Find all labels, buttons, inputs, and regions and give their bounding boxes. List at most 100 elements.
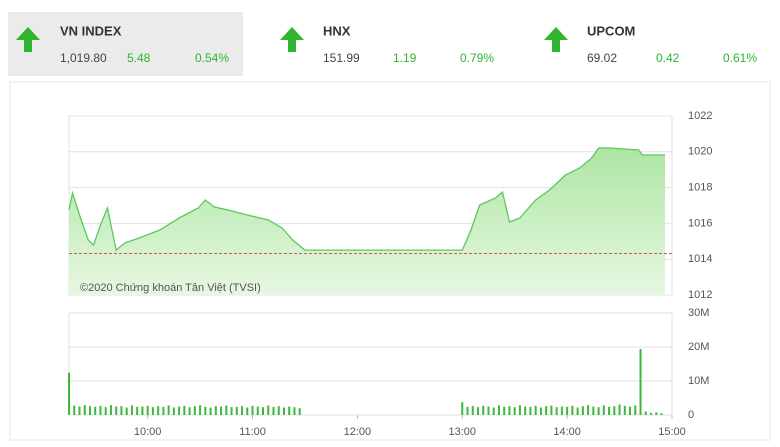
volume-bar	[136, 406, 139, 415]
volume-bar	[471, 406, 474, 415]
y-tick-label: 0	[688, 409, 694, 421]
volume-bar	[650, 412, 653, 415]
y-tick-label: 1012	[688, 289, 712, 301]
volume-bar	[660, 413, 663, 415]
volume-bar	[476, 407, 479, 415]
volume-bar	[597, 407, 600, 415]
volume-bar	[125, 407, 128, 415]
volume-bar	[246, 407, 249, 415]
arrow-icon	[16, 27, 568, 52]
volume-bar	[188, 407, 191, 415]
volume-bar	[162, 406, 165, 415]
volume-bar	[461, 402, 464, 415]
x-tick-label: 12:00	[344, 426, 372, 438]
volume-bar	[88, 406, 91, 415]
volume-bar	[141, 406, 144, 415]
volume-bar	[581, 406, 584, 415]
volume-bar	[555, 407, 558, 415]
ticker-name[interactable]: HNX	[323, 23, 351, 38]
ticker-change: 5.48	[127, 51, 151, 65]
volume-bar	[146, 405, 149, 415]
volume-bar	[256, 406, 259, 415]
volume-bar	[629, 406, 632, 415]
volume-bar	[487, 406, 490, 415]
active-tab-bg	[8, 12, 243, 76]
x-tick-label: 11:00	[239, 426, 266, 438]
volume-bar	[157, 406, 160, 415]
volume-bar	[466, 406, 469, 415]
y-tick-label: 1018	[688, 182, 712, 194]
volume-bar	[644, 411, 647, 415]
volume-bar	[109, 405, 112, 415]
y-tick-label: 30M	[688, 307, 709, 319]
volume-bar	[497, 405, 500, 415]
volume-bar	[492, 407, 495, 415]
ticker-value: 1,019.80	[60, 51, 107, 65]
ticker-name[interactable]: VN INDEX	[60, 23, 122, 38]
volume-bar	[235, 406, 238, 415]
volume-bar	[592, 406, 595, 415]
volume-bar	[608, 406, 611, 415]
volume-bar	[513, 407, 516, 415]
volume-bar	[214, 406, 217, 415]
ticker-value: 151.99	[323, 51, 360, 65]
volume-bar	[503, 406, 506, 415]
volume-bar	[613, 406, 616, 415]
y-tick-label: 1020	[688, 146, 712, 158]
volume-bar	[94, 406, 97, 415]
volume-bar	[73, 405, 76, 415]
volume-bar	[639, 349, 642, 415]
annotation: ©2020 Chứng khoán Tân Việt (TVSI)	[80, 282, 261, 294]
volume-bar	[655, 412, 658, 415]
volume-bar	[618, 404, 621, 415]
ticker-change: 1.19	[393, 51, 417, 65]
y-tick-label: 1014	[688, 253, 712, 265]
volume-bar	[120, 406, 123, 415]
volume-bar	[251, 405, 254, 415]
volume-bar	[576, 407, 579, 415]
ticker-name[interactable]: UPCOM	[587, 23, 635, 38]
y-tick-label: 20M	[688, 341, 709, 353]
y-tick-label: 1022	[688, 110, 712, 122]
volume-bar	[241, 406, 244, 415]
volume-bar	[104, 407, 107, 415]
volume-bar	[508, 406, 511, 415]
chart-panel	[9, 81, 771, 441]
ticker-percent: 0.61%	[723, 51, 757, 65]
volume-bar	[78, 406, 81, 415]
volume-bar	[623, 405, 626, 415]
ticker-percent: 0.79%	[460, 51, 494, 65]
x-tick-label: 13:00	[448, 426, 476, 438]
volume-bar	[178, 406, 181, 415]
x-tick-label: 15:00	[658, 426, 686, 438]
ticker-value: 69.02	[587, 51, 617, 65]
volume-bar	[272, 406, 275, 415]
volume-bar	[634, 405, 637, 415]
volume-bar	[602, 405, 605, 415]
volume-bar	[298, 408, 301, 415]
x-tick-label: 14:00	[553, 426, 581, 438]
volume-bar	[550, 405, 553, 415]
volume-bar	[518, 405, 521, 415]
volume-bar	[534, 405, 537, 415]
volume-bar	[220, 406, 223, 415]
volume-bar	[68, 372, 70, 415]
volume-bar	[151, 407, 154, 415]
volume-bar	[524, 406, 527, 415]
ticker-percent: 0.54%	[195, 51, 229, 65]
x-tick-label: 10:00	[134, 426, 162, 438]
volume-bar	[99, 405, 102, 415]
ticker-change: 0.42	[656, 51, 680, 65]
volume-bar	[288, 406, 291, 415]
y-tick-label: 1016	[688, 217, 712, 229]
volume-bar	[571, 405, 574, 415]
volume-bar	[204, 406, 207, 415]
volume-bar	[209, 407, 212, 415]
volume-bar	[172, 407, 175, 415]
volume-bar	[115, 406, 118, 415]
volume-bar	[293, 407, 296, 415]
volume-bar	[545, 406, 548, 415]
volume-bar	[193, 406, 196, 415]
volume-bar	[529, 406, 532, 415]
